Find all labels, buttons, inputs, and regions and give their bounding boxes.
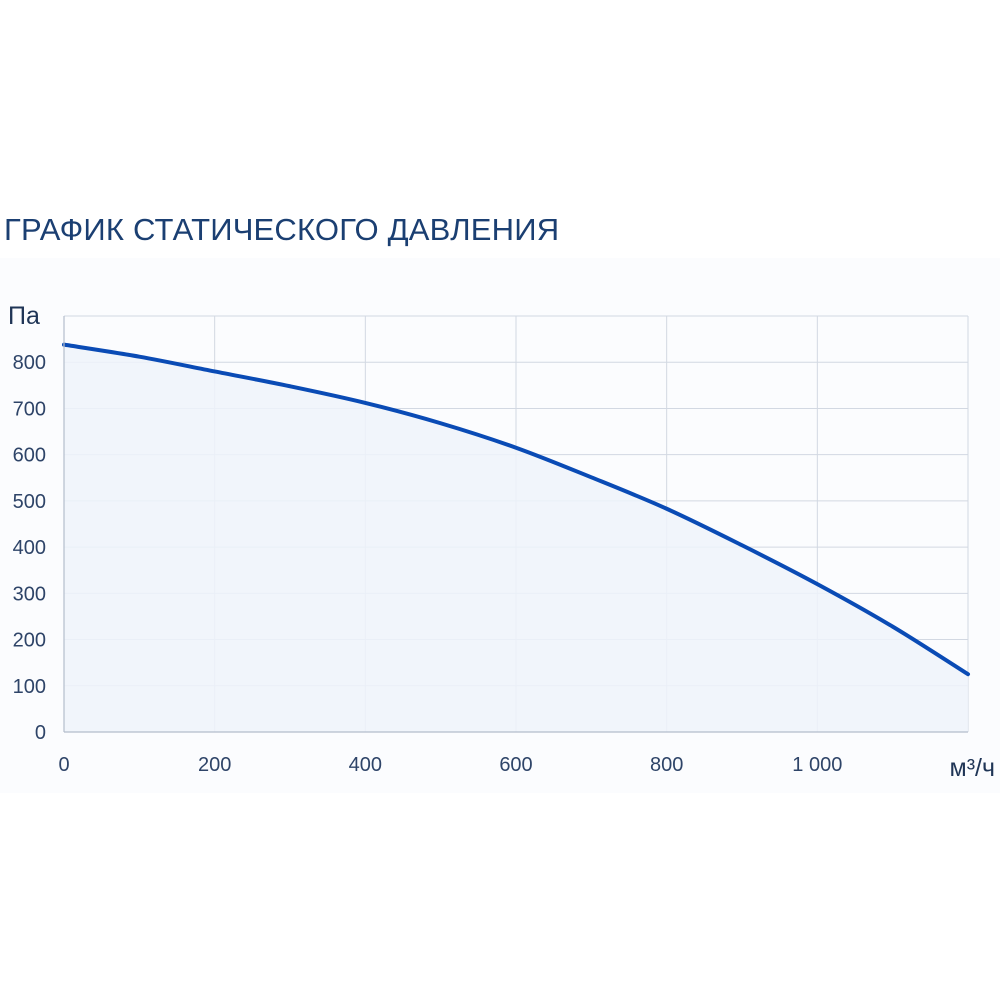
y-tick-label: 700 — [13, 398, 46, 420]
x-tick-label: 200 — [198, 754, 231, 776]
curve-area-fill — [64, 344, 968, 732]
y-tick-label: 800 — [13, 352, 46, 374]
chart-panel: 0 100 200 300 400 500 600 700 800 0 200 400 600 800 1 … — [0, 258, 1000, 793]
x-tick-label: 400 — [349, 754, 382, 776]
x-tick-label: 600 — [499, 754, 532, 776]
y-tick-label: 0 — [35, 722, 46, 744]
x-tick-label: 0 — [58, 754, 69, 776]
x-tick-label: 1 000 — [792, 754, 842, 776]
static-pressure-chart: 0 100 200 300 400 500 600 700 800 0 200 400 600 800 1 … — [8, 302, 995, 782]
y-tick-label: 400 — [13, 537, 46, 559]
y-tick-label: 600 — [13, 445, 46, 467]
y-tick-label: 300 — [13, 583, 46, 605]
y-tick-label: 100 — [13, 676, 46, 698]
chart-title: ГРАФИК СТАТИЧЕСКОГО ДАВЛЕНИЯ — [4, 212, 560, 247]
x-tick-label: 800 — [650, 754, 683, 776]
y-tick-label: 200 — [13, 630, 46, 652]
y-tick-label: 500 — [13, 491, 46, 513]
y-axis-unit: Па — [8, 302, 40, 330]
static-pressure-curve — [62, 342, 970, 677]
x-axis-unit: м³/ч — [950, 754, 995, 782]
